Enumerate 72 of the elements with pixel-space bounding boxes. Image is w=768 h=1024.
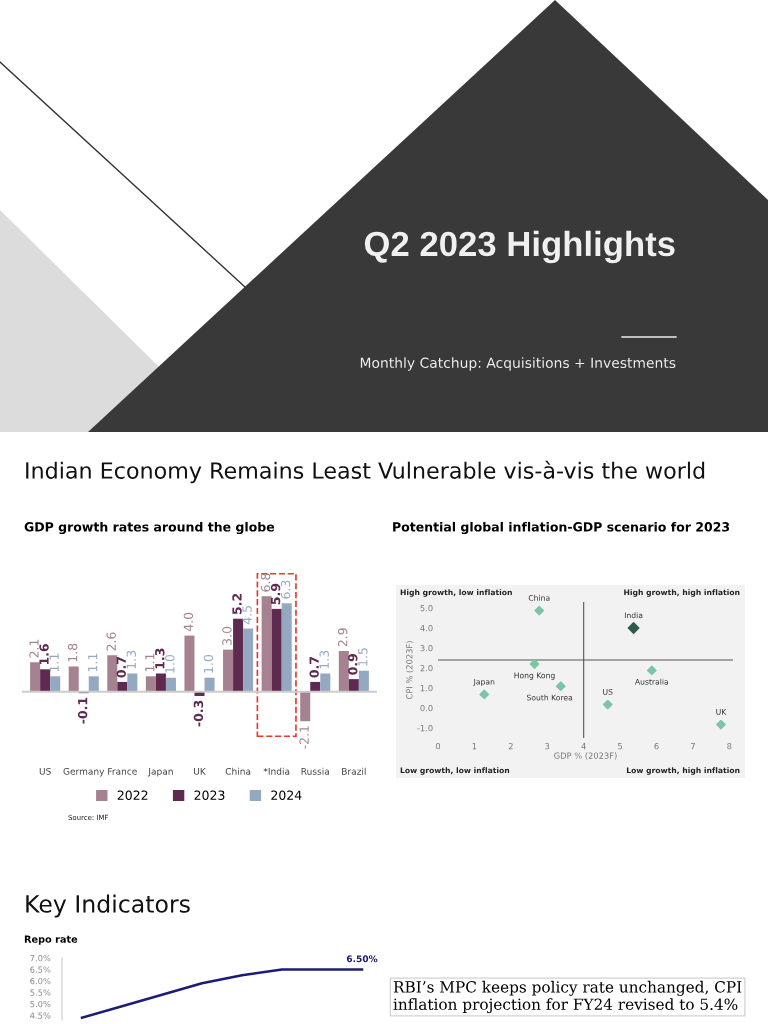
data-label: 1.6 [39, 644, 49, 665]
y-tick-label: 5.0% [30, 1000, 51, 1008]
data-label: 1.1 [49, 653, 59, 672]
legend-label: 2023 [194, 790, 225, 800]
x-tick-label: France [108, 768, 137, 775]
x-tick-label: 2 [508, 743, 513, 750]
y-tick-label: 2.0 [420, 664, 433, 672]
x-tick-label: Germany [63, 767, 105, 777]
text: Key Indicators [26, 894, 190, 918]
y-tick-label: -1.0 [417, 724, 433, 732]
y-axis-title: CPI % (2023F) [406, 641, 414, 700]
data-label: 6.50% [346, 955, 378, 963]
x-tick-label: 6 [654, 743, 659, 750]
y-tick-label: 4.0 [420, 624, 433, 632]
data-label: 0.9 [348, 654, 358, 675]
data-label: 1.0 [203, 654, 214, 673]
x-tick-label: 4 [581, 743, 586, 750]
data-label: 4.5 [242, 606, 252, 625]
data-label: 2.9 [337, 628, 348, 647]
data-label: 2.1 [29, 639, 39, 658]
data-label: 1.1 [88, 653, 98, 672]
data-label: 1.3 [155, 648, 165, 669]
x-axis-title: GDP % (2023F) [554, 752, 617, 760]
x-tick-label: China [225, 767, 251, 775]
data-label: -2.1 [299, 726, 309, 749]
x-tick-label: UK [194, 768, 206, 775]
x-tick-label: 8 [727, 743, 732, 750]
x-tick-label: Russia [301, 767, 329, 775]
data-label: -0.3 [193, 700, 204, 727]
chart-title: GDP growth rates around the globe [24, 521, 275, 535]
text: Indian Economy Remains Least Vulnerable vis-à-vis the world [26, 460, 705, 484]
chart-title: Potential global inflation-GDP scenario for 2023 [393, 521, 730, 535]
y-tick-label: 1.0 [420, 684, 433, 692]
data-label: 1.0 [165, 654, 175, 673]
data-label: 4.0 [183, 612, 194, 632]
x-tick-label: Brazil [342, 767, 366, 775]
y-tick-label: 4.5% [30, 1012, 51, 1019]
legend-label: 2024 [271, 790, 302, 800]
text: Q2 2023 Highlights [364, 230, 675, 264]
text: Monthly Catchup: Acquisitions + Investments [360, 357, 676, 371]
y-tick-label: 6.0% [30, 977, 51, 985]
data-label: 6.3 [280, 580, 291, 599]
y-tick-label: 0.0 [420, 704, 433, 712]
x-tick-label: 5 [618, 743, 623, 750]
x-tick-label: *India [263, 767, 290, 775]
data-label: 1.8 [67, 643, 78, 662]
data-label: 3.0 [222, 626, 232, 645]
data-label: -0.1 [77, 697, 88, 724]
x-tick-label: 1 [472, 743, 477, 750]
y-tick-label: 5.5% [30, 989, 51, 996]
data-label: 1.1 [145, 653, 155, 672]
x-tick-label: 3 [545, 743, 550, 750]
data-label: 2.6 [106, 632, 116, 651]
data-label: 1.3 [319, 650, 329, 669]
data-label: 5.9 [270, 583, 281, 605]
y-tick-label: 5.0 [420, 604, 433, 612]
legend-label: 2022 [117, 790, 148, 800]
chart-title: Repo rate [24, 935, 78, 945]
y-tick-label: 7.0% [30, 954, 51, 962]
data-label: 6.8 [260, 573, 271, 592]
x-tick-label: US [39, 767, 51, 775]
data-label: 0.7 [116, 657, 126, 678]
data-label: 0.7 [309, 657, 319, 678]
y-tick-label: 3.0 [420, 644, 433, 652]
data-label: 1.5 [358, 648, 368, 666]
x-tick-label: 0 [435, 743, 441, 750]
data-label: 5.2 [232, 593, 242, 615]
x-tick-label: Japan [147, 768, 173, 777]
x-tick-label: 7 [690, 743, 695, 750]
text: RBI’s MPC keeps policy rate unchanged, CPI inflation projection for FY24 revised to 5.4% [393, 980, 742, 1014]
y-tick-label: 6.5% [30, 966, 51, 973]
data-label: 1.3 [126, 650, 136, 669]
